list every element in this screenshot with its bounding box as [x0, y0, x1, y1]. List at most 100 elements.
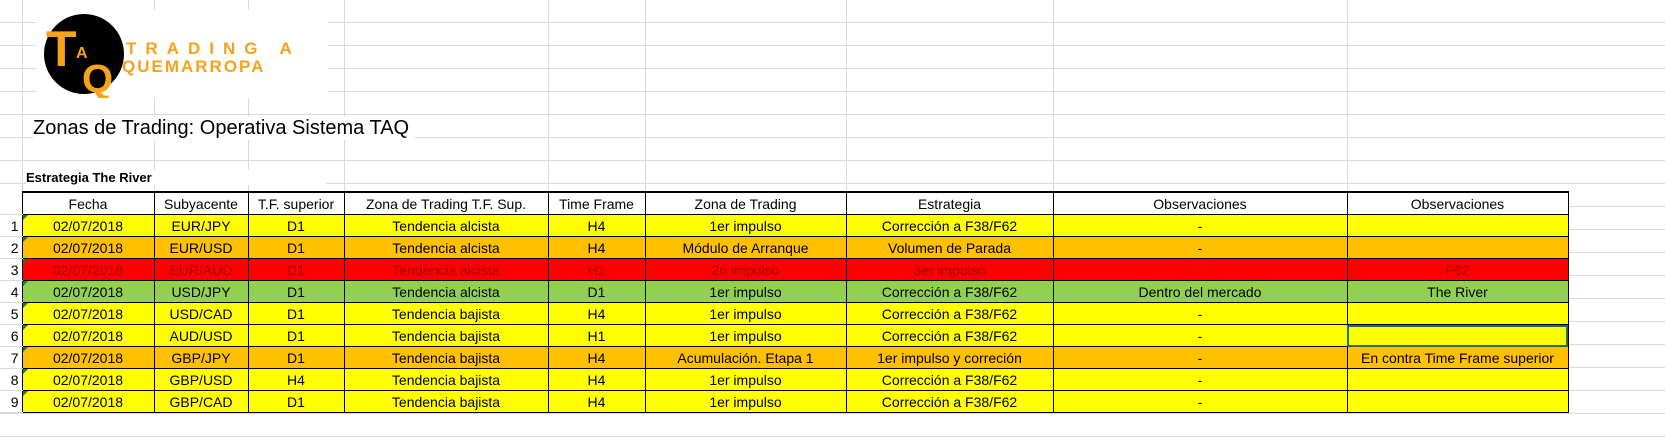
table-cell[interactable]: 1er impulso — [644, 302, 847, 325]
table-cell[interactable] — [1346, 324, 1569, 347]
table-cell[interactable]: GBP/JPY — [153, 346, 249, 369]
table-cell[interactable] — [1346, 236, 1569, 259]
table-cell[interactable]: Tendencia bajista — [343, 324, 549, 347]
table-cell[interactable]: 02/07/2018 — [21, 258, 155, 281]
table-cell[interactable]: H4 — [247, 368, 345, 391]
table-cell[interactable]: Tendencia bajista — [343, 346, 549, 369]
table-cell[interactable]: H1 — [547, 324, 646, 347]
table-cell[interactable]: 02/07/2018 — [21, 214, 155, 237]
table-cell[interactable]: 1er impulso — [644, 368, 847, 391]
table-cell[interactable]: 1er impulso — [644, 390, 847, 413]
table-cell[interactable]: - — [1052, 346, 1348, 369]
table-cell[interactable]: GBP/CAD — [153, 390, 249, 413]
row-number[interactable]: 8 — [0, 368, 22, 391]
table-cell[interactable]: EUR/USD — [153, 236, 249, 259]
table-cell[interactable]: H4 — [547, 390, 646, 413]
table-cell[interactable]: GBP/USD — [153, 368, 249, 391]
table-cell[interactable] — [1346, 390, 1569, 413]
table-cell[interactable]: H4 — [547, 368, 646, 391]
table-cell[interactable]: - — [1052, 302, 1348, 325]
table-cell[interactable]: AUD/USD — [153, 324, 249, 347]
column-header[interactable]: Estrategia — [845, 191, 1054, 215]
table-row: 1 02/07/2018 EUR/JPY D1 Tendencia alcista H4 1… — [0, 214, 1569, 237]
row-number[interactable]: 9 — [0, 390, 22, 413]
table-cell[interactable]: Corrección a F38/F62 — [845, 214, 1054, 237]
table-cell[interactable]: D1 — [247, 236, 345, 259]
table-cell[interactable]: 02/07/2018 — [21, 368, 155, 391]
table-cell[interactable]: D1 — [247, 390, 345, 413]
row-number[interactable]: 2 — [0, 236, 22, 259]
row-number[interactable]: 5 — [0, 302, 22, 325]
table-cell[interactable]: - — [1052, 368, 1348, 391]
table-cell[interactable]: H4 — [547, 346, 646, 369]
table-cell[interactable] — [1346, 368, 1569, 391]
table-cell[interactable]: Tendencia alcista — [343, 236, 549, 259]
table-cell[interactable]: F62 — [1346, 258, 1569, 281]
table-cell[interactable]: 02/07/2018 — [21, 324, 155, 347]
row-number[interactable]: 6 — [0, 324, 22, 347]
table-cell[interactable]: Tendencia alcista — [343, 214, 549, 237]
table-cell[interactable]: 02/07/2018 — [21, 302, 155, 325]
table-cell[interactable]: D1 — [247, 280, 345, 303]
table-cell[interactable]: Corrección a F38/F62 — [845, 280, 1054, 303]
table-cell[interactable]: 02/07/2018 — [21, 236, 155, 259]
table-cell[interactable]: EUR/JPY — [153, 214, 249, 237]
table-cell[interactable]: 3er impulso — [845, 258, 1054, 281]
table-cell[interactable]: Dentro del mercado — [1052, 280, 1348, 303]
table-cell[interactable]: USD/CAD — [153, 302, 249, 325]
row-number[interactable]: 3 — [0, 258, 22, 281]
table-cell[interactable]: Corrección a F38/F62 — [845, 324, 1054, 347]
table-cell[interactable]: - — [1052, 258, 1348, 281]
table-cell[interactable]: Corrección a F38/F62 — [845, 390, 1054, 413]
table-cell[interactable]: Tendencia bajista — [343, 390, 549, 413]
table-cell[interactable]: 2o impulso — [644, 258, 847, 281]
table-cell[interactable]: 1er impulso — [644, 324, 847, 347]
table-cell[interactable]: 1er impulso — [644, 280, 847, 303]
table-cell[interactable]: D1 — [547, 280, 646, 303]
table-cell[interactable]: Corrección a F38/F62 — [845, 302, 1054, 325]
table-cell[interactable]: EUR/AUD — [153, 258, 249, 281]
table-cell[interactable]: Corrección a F38/F62 — [845, 368, 1054, 391]
table-cell[interactable]: Tendencia bajista — [343, 368, 549, 391]
table-cell[interactable]: D1 — [247, 324, 345, 347]
table-cell[interactable]: Tendencia alcista — [343, 280, 549, 303]
table-cell[interactable]: 02/07/2018 — [21, 280, 155, 303]
row-number[interactable]: 1 — [0, 214, 22, 237]
table-cell[interactable]: 02/07/2018 — [21, 346, 155, 369]
row-number[interactable]: 4 — [0, 280, 22, 303]
table-cell[interactable]: - — [1052, 390, 1348, 413]
table-cell[interactable]: En contra Time Frame superior — [1346, 346, 1569, 369]
table-cell[interactable]: H4 — [547, 302, 646, 325]
table-cell[interactable]: USD/JPY — [153, 280, 249, 303]
table-cell[interactable]: H1 — [547, 258, 646, 281]
table-cell[interactable]: 02/07/2018 — [21, 390, 155, 413]
table-cell[interactable]: D1 — [247, 346, 345, 369]
row-number[interactable]: 7 — [0, 346, 22, 369]
table-cell[interactable]: Acumulación. Etapa 1 — [644, 346, 847, 369]
column-header[interactable]: Fecha — [21, 191, 155, 215]
table-cell[interactable]: - — [1052, 214, 1348, 237]
table-cell[interactable] — [1346, 302, 1569, 325]
table-cell[interactable]: - — [1052, 236, 1348, 259]
table-cell[interactable]: - — [1052, 324, 1348, 347]
table-cell[interactable]: 1er impulso y correción — [845, 346, 1054, 369]
table-cell[interactable]: D1 — [247, 258, 345, 281]
column-header[interactable]: Time Frame — [547, 191, 646, 215]
table-cell[interactable]: 1er impulso — [644, 214, 847, 237]
column-header[interactable]: Zona de Trading T.F. Sup. — [343, 191, 549, 215]
table-cell[interactable]: Tendencia bajista — [343, 302, 549, 325]
table-cell[interactable] — [1346, 214, 1569, 237]
table-cell[interactable]: D1 — [247, 214, 345, 237]
table-cell[interactable]: Tendencia alcista — [343, 258, 549, 281]
table-cell[interactable]: Volumen de Parada — [845, 236, 1054, 259]
column-header[interactable]: Subyacente — [153, 191, 249, 215]
column-header[interactable]: Observaciones — [1052, 191, 1348, 215]
column-header[interactable]: T.F. superior — [247, 191, 345, 215]
column-header[interactable]: Observaciones — [1346, 191, 1569, 215]
table-cell[interactable]: D1 — [247, 302, 345, 325]
table-cell[interactable]: H4 — [547, 236, 646, 259]
table-cell[interactable]: Módulo de Arranque — [644, 236, 847, 259]
table-cell[interactable]: H4 — [547, 214, 646, 237]
column-header[interactable]: Zona de Trading — [644, 191, 847, 215]
table-cell[interactable]: The River — [1346, 280, 1569, 303]
